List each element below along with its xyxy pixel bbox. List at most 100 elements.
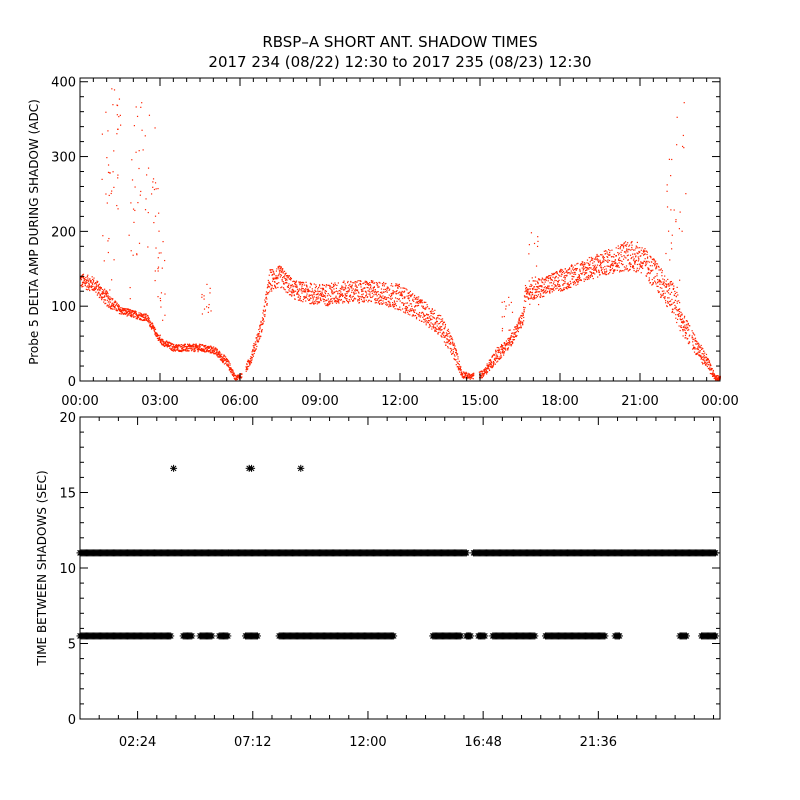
amp-point [390,298,392,301]
amp-point [182,346,184,348]
amp-point [293,280,295,282]
amp-point [280,267,282,270]
amp-outlier-point [671,234,673,236]
amp-point [275,287,277,289]
amp-outlier-point [141,129,143,131]
amp-point [109,301,112,303]
amp-point [389,288,391,290]
amp-point [565,286,568,289]
amp-outlier-point [681,230,683,232]
amp-point [674,304,676,307]
amp-point [280,287,282,289]
amp-point [298,288,301,290]
amp-point [568,283,570,286]
amp-point [599,263,602,266]
amp-point [649,265,651,267]
amp-point [318,302,320,304]
amp-outlier-point [164,259,166,262]
amp-point [380,291,383,293]
amp-point [344,283,346,285]
amp-point [274,280,276,283]
amp-point [210,351,212,353]
amp-point [245,366,247,368]
amp-point [122,308,124,310]
amp-point [314,289,316,291]
amp-point [194,350,196,352]
amp-point [451,337,453,339]
amp-point [586,262,588,264]
amp-point [322,284,324,286]
amp-point [449,341,452,344]
amp-point [156,332,158,334]
amp-point [664,296,666,298]
amp-point [176,349,178,351]
amp-point [306,289,308,291]
amp-point [413,294,416,297]
amp-point [285,278,288,280]
amp-point [652,258,654,261]
amp-point [437,333,439,335]
amp-point [101,297,103,299]
amp-point [640,261,642,263]
amp-point [212,352,215,354]
amp-point [434,309,436,311]
amp-point [206,350,208,353]
amp-point [487,365,490,367]
amp-point [374,298,376,300]
amp-point [194,345,196,347]
amp-point [541,285,543,287]
amp-outlier-point [668,158,671,160]
amp-point [397,308,399,310]
amp-point [452,341,454,343]
amp-point [625,252,627,254]
amp-point [103,301,105,303]
amp-point [361,300,363,302]
amp-point [523,316,525,319]
amp-outlier-point [534,276,537,278]
amp-point [453,358,455,360]
amp-point [613,256,615,258]
amp-point [517,323,519,325]
amp-point [488,369,491,371]
amp-point [703,354,705,356]
amp-point [145,319,147,321]
amp-point [623,266,626,268]
amp-point [659,287,661,289]
amp-point [386,304,388,307]
amp-point [610,269,612,271]
amp-point [398,285,401,288]
amp-point [320,294,322,296]
amp-point [437,331,439,334]
amp-point [111,299,113,301]
amp-point [222,358,224,360]
amp-point [514,326,516,329]
amp-point [695,343,697,345]
amp-point [321,292,323,294]
amp-point [455,359,457,361]
amp-outlier-point [159,300,162,302]
amp-point [536,294,538,297]
amp-point [523,320,525,322]
amp-point [665,302,667,304]
amp-point [510,345,512,347]
amp-point [90,280,92,282]
amp-point [428,316,431,318]
amp-point [270,288,272,291]
amp-point [171,343,173,346]
amp-point [557,277,559,279]
amp-point [264,310,266,312]
amp-point [249,364,251,366]
amp-point [452,344,455,347]
amp-point [142,314,144,316]
amp-point [174,345,177,347]
amp-point [681,320,683,323]
amp-point [551,285,553,287]
amp-point [382,285,384,287]
amp-point [90,286,93,289]
amp-point [225,359,227,361]
amp-point [380,302,382,304]
amp-point [616,264,618,267]
amp-point [229,363,231,365]
amp-outlier-point [153,188,156,191]
amp-point [587,274,590,277]
